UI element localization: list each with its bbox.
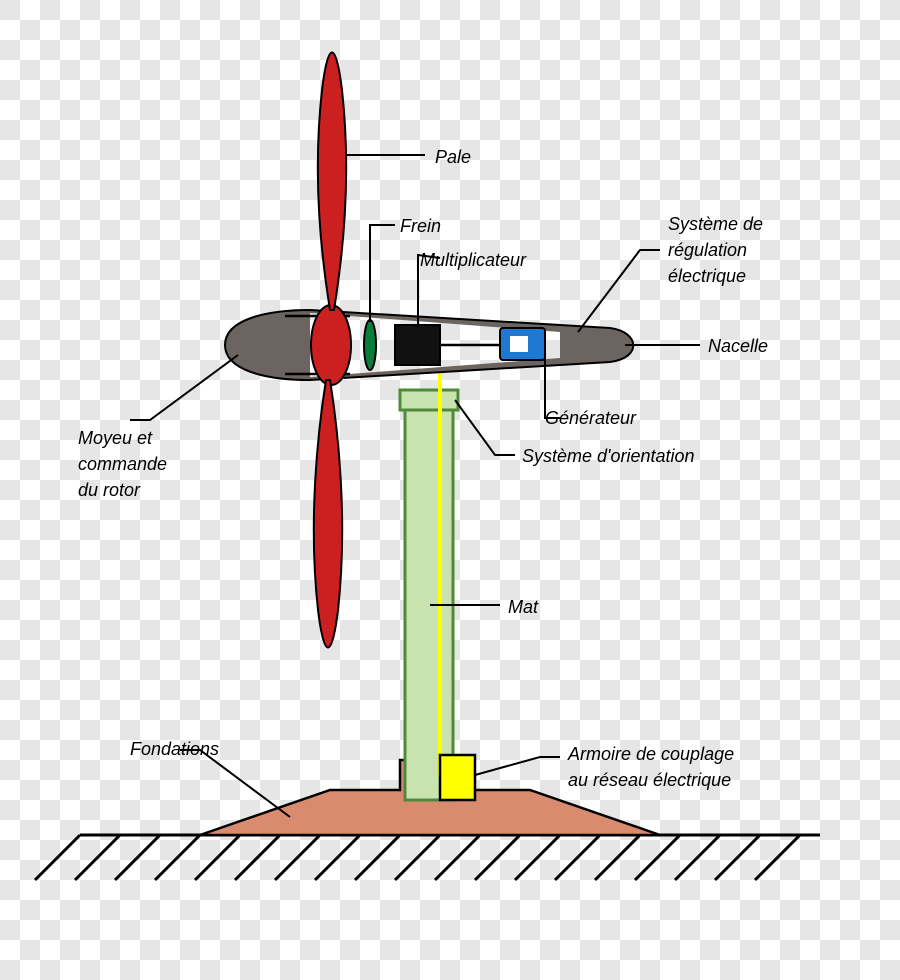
label-orientation: Système d'orientation <box>522 446 695 466</box>
label-fondations: Fondations <box>130 739 219 759</box>
tower-shape <box>405 405 453 800</box>
label-multiplicateur: Multiplicateur <box>420 250 527 270</box>
label-nacelle: Nacelle <box>708 336 768 356</box>
label-frein: Frein <box>400 216 441 236</box>
coupling-cabinet-shape <box>440 755 475 800</box>
blade-hub <box>311 305 351 385</box>
gearbox-shape <box>395 325 440 365</box>
yaw-ring-shape <box>400 390 458 410</box>
label-generateur: Générateur <box>545 408 637 428</box>
brake-shape <box>364 320 376 370</box>
label-mat: Mat <box>508 597 539 617</box>
generator-inner <box>510 336 528 352</box>
label-pale: Pale <box>435 147 471 167</box>
